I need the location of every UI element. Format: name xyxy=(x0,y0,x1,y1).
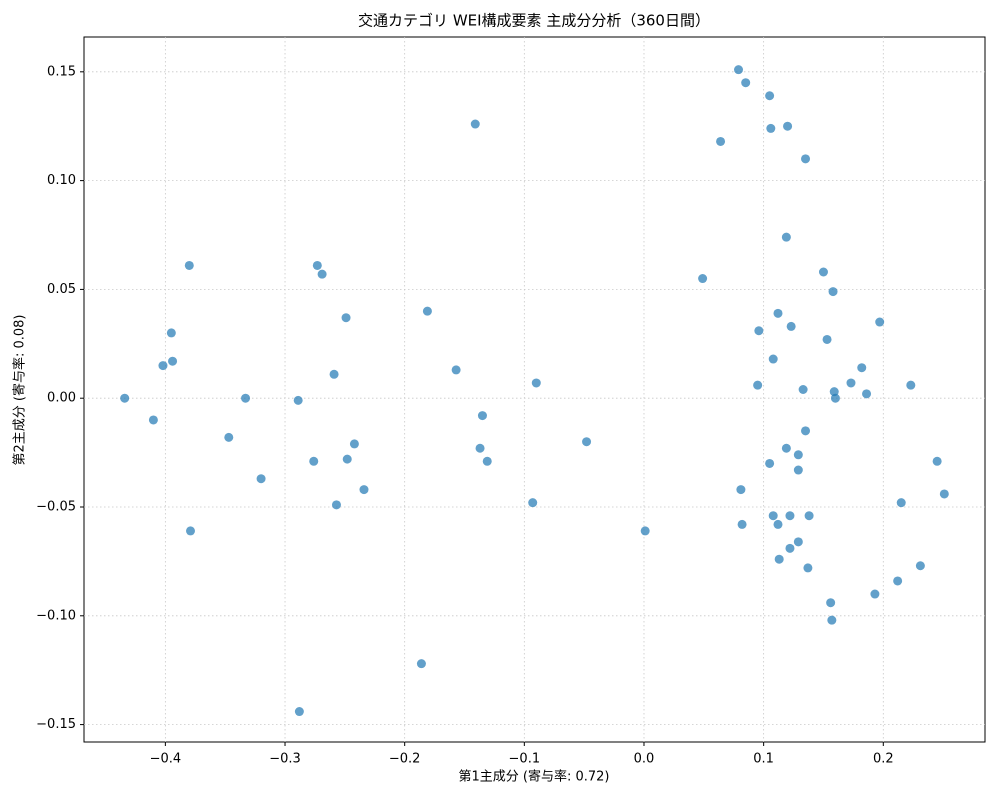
x-tick-label: 0.2 xyxy=(873,752,894,767)
point xyxy=(773,308,783,318)
x-tick-label: 0.1 xyxy=(753,752,774,767)
point xyxy=(528,498,538,508)
point xyxy=(754,326,764,336)
point xyxy=(785,511,795,521)
y-tick-label: −0.10 xyxy=(36,608,76,623)
point xyxy=(753,380,763,390)
point xyxy=(224,432,234,442)
point xyxy=(830,393,840,403)
y-tick-label: 0.00 xyxy=(47,391,76,406)
point xyxy=(857,363,867,373)
point xyxy=(801,154,811,164)
point xyxy=(184,260,194,270)
point xyxy=(803,563,813,573)
point xyxy=(783,121,793,131)
point xyxy=(158,361,168,371)
point xyxy=(736,485,746,495)
x-tick-label: −0.4 xyxy=(150,752,182,767)
point xyxy=(793,465,803,475)
point xyxy=(582,437,592,447)
point xyxy=(120,393,130,403)
point xyxy=(312,260,322,270)
point xyxy=(737,519,747,529)
point xyxy=(349,439,359,449)
point xyxy=(818,267,828,277)
point xyxy=(293,395,303,405)
point xyxy=(846,378,856,388)
point xyxy=(793,450,803,460)
point xyxy=(870,589,880,599)
point xyxy=(168,356,178,366)
point xyxy=(827,615,837,625)
point xyxy=(862,389,872,399)
point xyxy=(294,707,304,717)
point xyxy=(822,334,832,344)
x-axis-label: 第1主成分 (寄与率: 0.72) xyxy=(458,769,609,785)
point xyxy=(773,519,783,529)
point xyxy=(804,511,814,521)
x-tick-label: 0.0 xyxy=(634,752,655,767)
point xyxy=(798,385,808,394)
x-tick-label: −0.1 xyxy=(509,752,541,767)
point xyxy=(317,269,327,279)
point xyxy=(801,426,811,436)
point xyxy=(828,287,838,297)
point xyxy=(896,498,906,508)
point xyxy=(915,561,925,571)
point xyxy=(341,313,351,323)
point xyxy=(309,456,319,466)
point xyxy=(781,443,791,453)
point xyxy=(166,328,176,338)
y-tick-label: 0.05 xyxy=(47,282,76,297)
point xyxy=(768,354,778,364)
point xyxy=(765,91,775,101)
point xyxy=(786,321,796,331)
point xyxy=(482,456,492,466)
point xyxy=(906,380,916,390)
point xyxy=(359,485,369,495)
point xyxy=(781,232,791,242)
point xyxy=(766,123,776,133)
point xyxy=(826,598,836,608)
point xyxy=(716,136,726,146)
point xyxy=(148,415,158,425)
point xyxy=(256,474,266,484)
point xyxy=(774,554,784,564)
point xyxy=(185,526,195,536)
point xyxy=(893,576,903,586)
point xyxy=(793,537,803,547)
point xyxy=(475,443,485,453)
point xyxy=(531,378,541,388)
plot-frame xyxy=(83,36,986,743)
point xyxy=(785,543,795,553)
point xyxy=(734,65,744,75)
y-tick-label: −0.15 xyxy=(36,717,76,732)
point xyxy=(416,659,426,669)
chart-title: 交通カテゴリ WEI構成要素 主成分分析（360日間） xyxy=(358,12,710,30)
y-tick-label: −0.05 xyxy=(36,500,76,515)
point xyxy=(477,411,487,421)
point xyxy=(470,119,480,129)
x-tick-label: −0.3 xyxy=(269,752,301,767)
y-axis-label: 第2主成分 (寄与率: 0.08) xyxy=(12,314,28,465)
point xyxy=(698,274,708,284)
point xyxy=(451,365,461,375)
point xyxy=(241,393,251,403)
point xyxy=(765,458,775,468)
point xyxy=(768,511,778,521)
point xyxy=(741,78,751,88)
point xyxy=(939,489,949,499)
x-tick-label: −0.2 xyxy=(389,752,421,767)
point xyxy=(875,317,885,327)
point xyxy=(932,456,942,466)
point xyxy=(331,500,341,510)
y-tick-label: 0.15 xyxy=(47,64,76,79)
y-tick-label: 0.10 xyxy=(47,173,76,188)
point xyxy=(640,526,650,536)
point xyxy=(329,369,339,379)
point xyxy=(422,306,432,316)
point xyxy=(342,454,352,464)
